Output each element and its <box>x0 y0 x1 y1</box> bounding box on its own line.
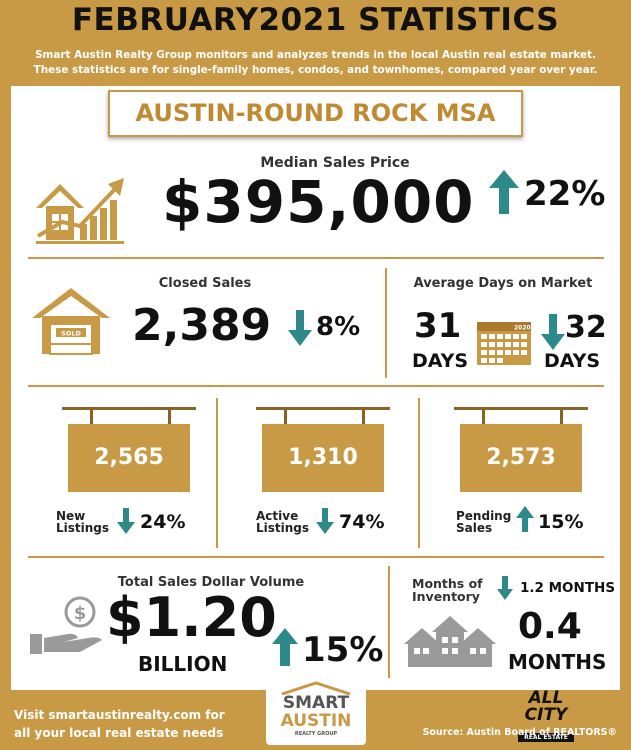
new-listings-change: 24% <box>140 511 186 533</box>
new-listings-sign: 2,565 <box>68 424 190 492</box>
partner-line-1: ALL CITY <box>524 688 568 725</box>
footer-line-2: all your local real estate needs <box>14 726 224 740</box>
dom-previous-unit: DAYS <box>544 350 601 372</box>
inventory-label-line1: Months of <box>412 576 483 591</box>
arrow-up-icon <box>489 170 519 214</box>
sold-sign-text: SOLD <box>61 330 81 338</box>
inventory-label: Months of Inventory <box>412 577 483 603</box>
region-banner: AUSTIN-ROUND ROCK MSA <box>108 90 523 137</box>
closed-sales-label: Closed Sales <box>158 276 252 291</box>
active-listings-sign: 1,310 <box>262 424 384 492</box>
footer-text: Visit smartaustinrealty.com for all your… <box>14 706 225 742</box>
inventory-label-line2: Inventory <box>412 589 480 604</box>
smart-austin-logo: SMART AUSTIN REALTY GROUP <box>266 681 366 745</box>
inventory-value: 0.4 <box>518 606 582 647</box>
sign-bar <box>454 407 588 410</box>
subtitle-line-2: These statistics are for single-family h… <box>33 64 598 76</box>
sign-post <box>284 409 287 425</box>
pending-sales-sign: 2,573 <box>460 424 582 492</box>
dom-label: Average Days on Market <box>413 276 593 291</box>
footer-line-1: Visit smartaustinrealty.com for <box>14 708 225 722</box>
partner-line-2: REAL ESTATE <box>518 733 574 742</box>
active-listings-label: Active Listings <box>256 510 309 534</box>
median-label: Median Sales Price <box>260 155 410 171</box>
dom-previous-value: 32 <box>565 310 607 345</box>
arrow-down-icon <box>541 314 565 350</box>
sign-post <box>482 409 485 425</box>
sign-post <box>90 409 93 425</box>
divider <box>28 385 604 387</box>
closed-sales-value: 2,389 <box>132 300 272 351</box>
houses-icon <box>404 616 496 667</box>
divider <box>28 556 604 558</box>
subtitle-line-1: Smart Austin Realty Group monitors and a… <box>35 49 596 61</box>
sign-bar <box>256 407 390 410</box>
arrow-down-icon <box>497 576 513 600</box>
rising-house-chart-icon <box>36 178 124 244</box>
active-listings-label-line1: Active <box>256 509 299 523</box>
new-listings-label: New Listings <box>56 510 109 534</box>
logo-sub: REALTY GROUP <box>294 731 338 737</box>
divider <box>418 398 420 548</box>
dom-current-unit: DAYS <box>412 350 469 372</box>
new-listings-label-line2: Listings <box>56 521 110 535</box>
arrow-up-icon <box>272 628 298 666</box>
dom-current-value: 31 <box>414 306 462 346</box>
divider <box>28 257 604 259</box>
pending-sales-label-line2: Sales <box>456 521 493 535</box>
volume-value: $1.20 <box>106 586 277 649</box>
arrow-down-icon <box>288 310 312 346</box>
page-title: FEBRUARY2021 STATISTICS <box>71 2 560 38</box>
volume-change: 15% <box>302 630 384 670</box>
median-change: 22% <box>524 174 606 214</box>
sign-post <box>168 409 171 425</box>
sold-house-icon: SOLD <box>32 288 110 355</box>
inventory-previous: 1.2 MONTHS <box>520 580 616 596</box>
all-city-logo: ALL CITY REAL ESTATE <box>506 690 586 743</box>
divider <box>216 398 218 548</box>
calendar-icon: 2020 <box>477 322 531 365</box>
sign-post <box>362 409 365 425</box>
divider <box>385 268 387 378</box>
page-subtitle: Smart Austin Realty Group monitors and a… <box>10 48 621 78</box>
arrow-up-icon <box>516 506 534 532</box>
divider <box>388 566 390 678</box>
sign-post <box>560 409 563 425</box>
active-listings-change: 74% <box>339 511 385 533</box>
logo-line-1: SMART <box>282 693 350 713</box>
pending-sales-label-line1: Pending <box>456 509 512 523</box>
new-listings-label-line1: New <box>56 509 86 523</box>
logo-line-2: AUSTIN <box>280 711 352 731</box>
pending-sales-label: Pending Sales <box>456 510 511 534</box>
volume-unit: BILLION <box>138 652 228 676</box>
source-text: Source: Austin Board of REALTORS® <box>422 727 617 738</box>
arrow-down-icon <box>316 508 334 534</box>
money-hand-icon: $ <box>30 596 102 654</box>
closed-sales-change: 8% <box>316 312 361 342</box>
svg-text:$: $ <box>74 603 87 624</box>
active-listings-label-line2: Listings <box>256 521 310 535</box>
logo-roof-icon <box>281 681 351 695</box>
calendar-year: 2020 <box>514 325 531 332</box>
sign-bar <box>62 407 196 410</box>
inventory-unit: MONTHS <box>508 650 607 674</box>
arrow-down-icon <box>117 508 135 534</box>
volume-label: Total Sales Dollar Volume <box>117 575 305 590</box>
median-value: $395,000 <box>162 168 475 236</box>
pending-sales-change: 15% <box>538 511 584 533</box>
